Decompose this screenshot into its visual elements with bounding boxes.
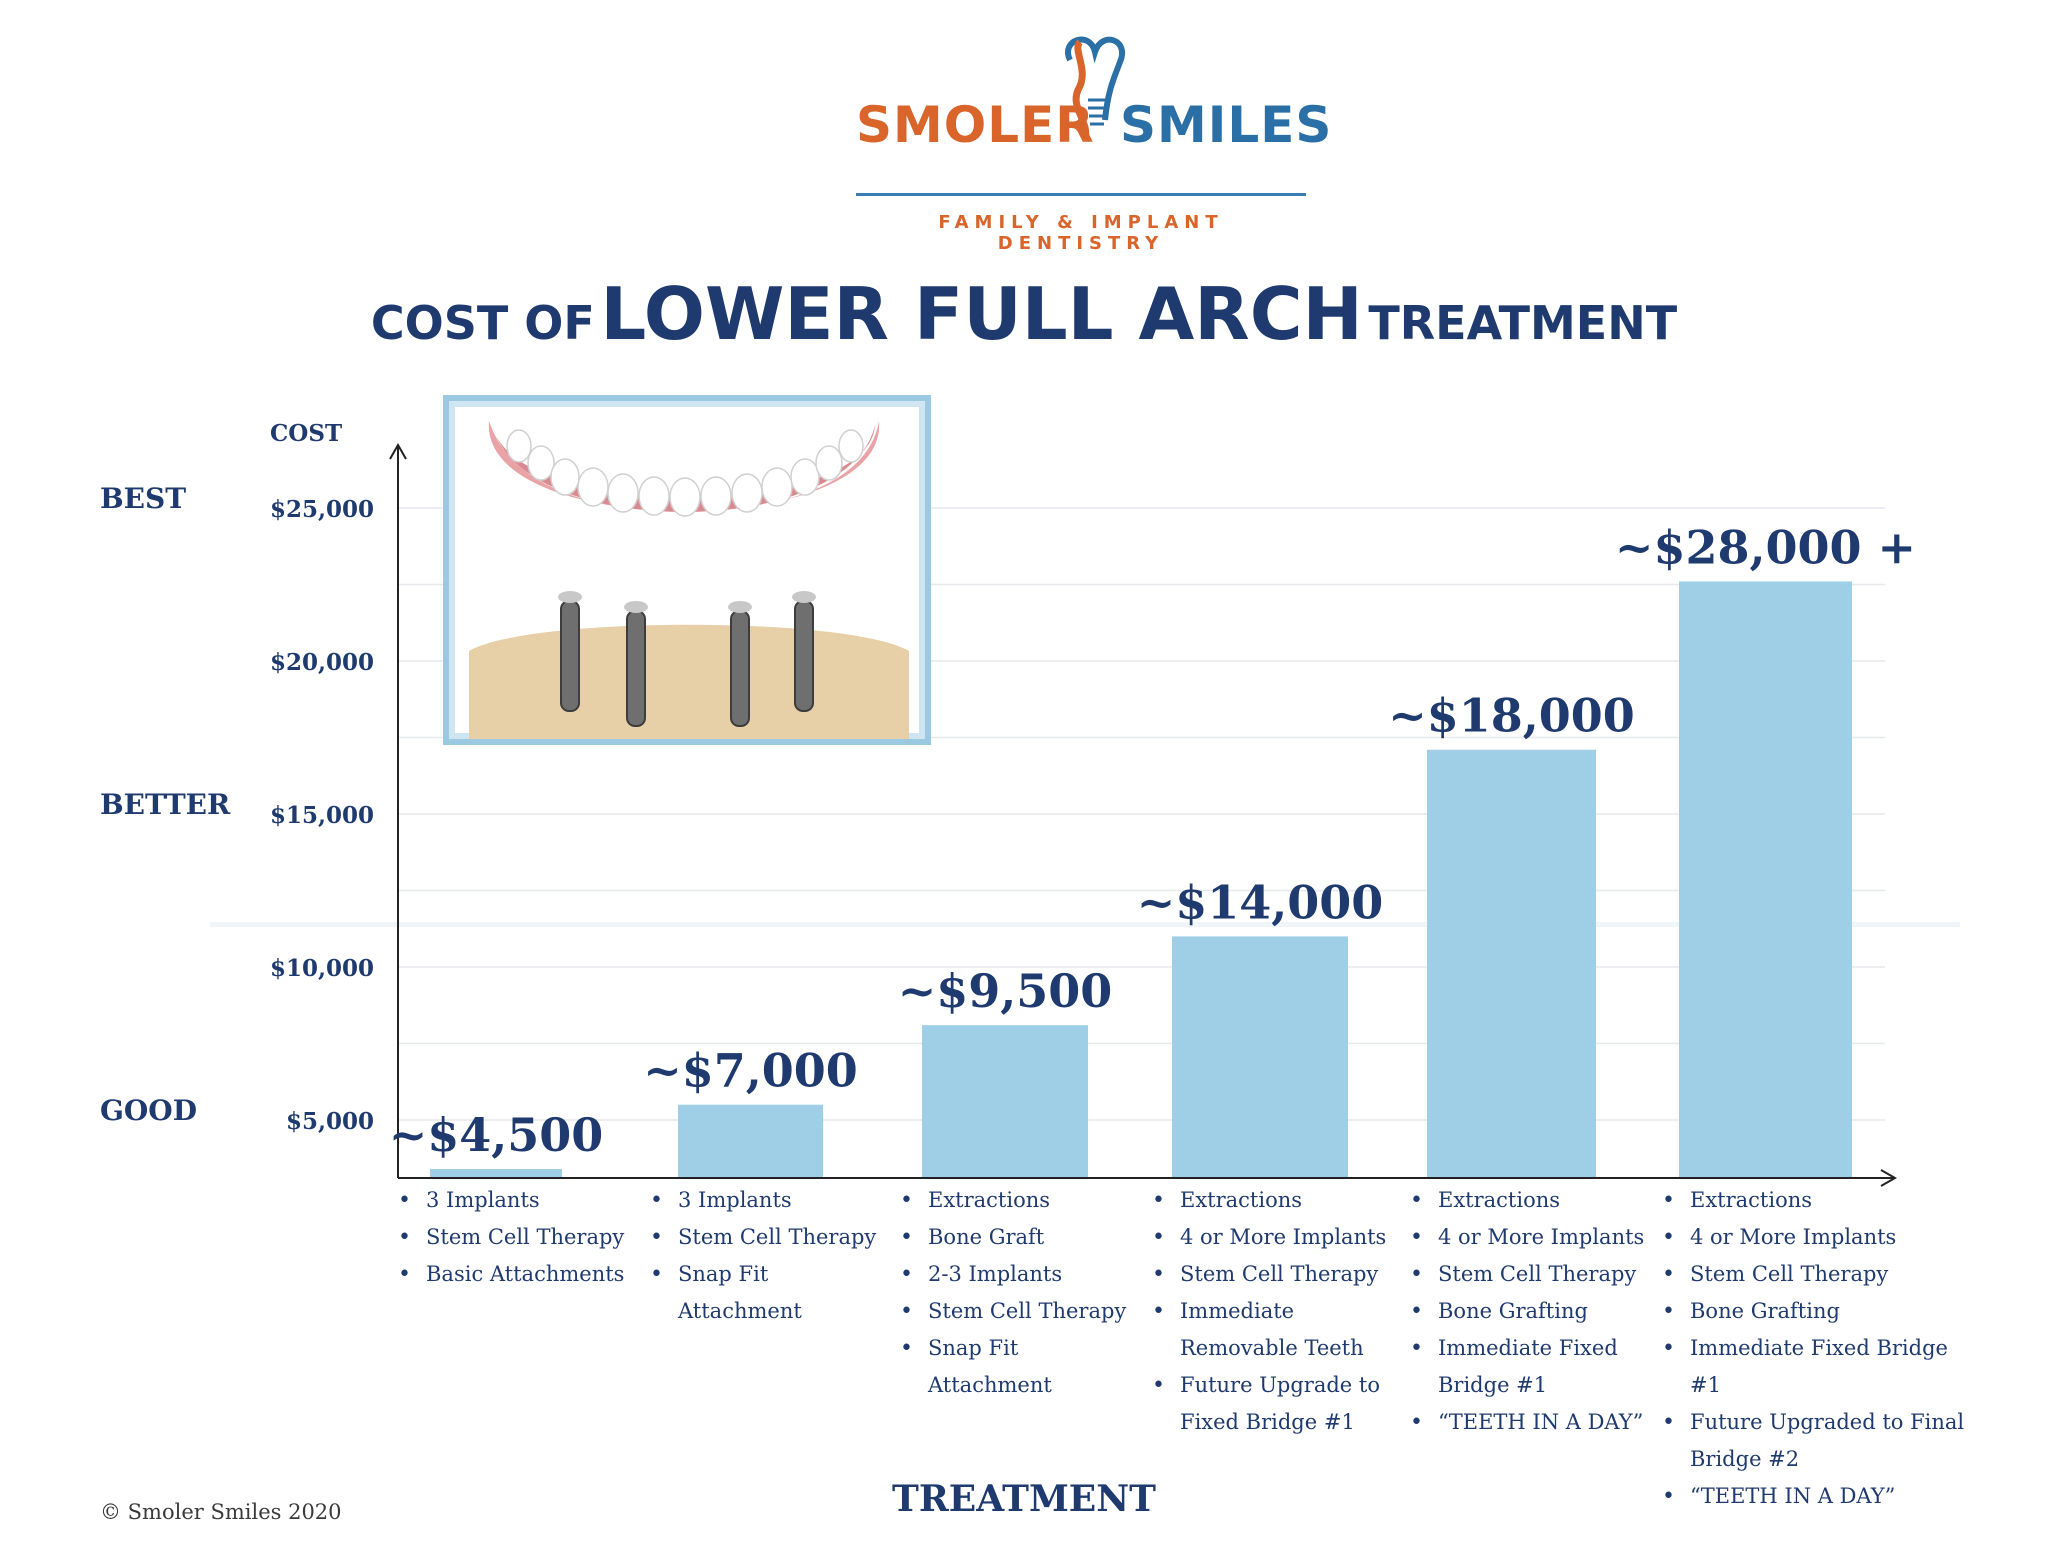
tier-better: BETTER [100, 788, 231, 821]
tier-good: GOOD [100, 1094, 197, 1127]
tooth-logo-icon [1065, 36, 1126, 141]
treatment-item: Stem Cell Therapy [398, 1219, 633, 1256]
treatment-list: 3 ImplantsStem Cell TherapySnap Fit Atta… [650, 1182, 885, 1330]
treatment-list: Extractions4 or More ImplantsStem Cell T… [1410, 1182, 1645, 1441]
data-label: ~$14,000 [1137, 875, 1384, 929]
data-label: ~$18,000 [1388, 689, 1635, 743]
treatment-item: 4 or More Implants [1662, 1219, 1982, 1256]
treatment-item: Extractions [1410, 1182, 1645, 1219]
treatment-item: Stem Cell Therapy [1662, 1256, 1982, 1293]
background-watermark [210, 922, 1960, 927]
bar [1172, 936, 1348, 1178]
y-axis-title: COST [270, 420, 343, 447]
treatment-list: Extractions4 or More ImplantsStem Cell T… [1662, 1182, 1982, 1515]
bar [1427, 749, 1596, 1178]
title-part-2: LOWER FULL ARCH [600, 272, 1363, 356]
brand-logo: SMOLER SMILES FAMILY & IMPLANT DENTISTRY [0, 30, 2048, 254]
treatment-item: Stem Cell Therapy [650, 1219, 885, 1256]
treatment-item: Stem Cell Therapy [900, 1293, 1135, 1330]
data-label: ~$28,000 + [1615, 520, 1916, 574]
treatment-item: 2-3 Implants [900, 1256, 1135, 1293]
brand-tagline: FAMILY & IMPLANT DENTISTRY [938, 212, 1224, 254]
y-tick-label: $10,000 [270, 955, 374, 982]
treatment-item: Extractions [1662, 1182, 1982, 1219]
bar [430, 1168, 562, 1178]
treatment-item: Immediate Fixed Bridge #1 [1662, 1330, 1982, 1404]
page-title: COST OF LOWER FULL ARCH TREATMENT [0, 272, 2048, 356]
y-tick-label: $15,000 [270, 802, 374, 829]
brand-divider [856, 193, 1306, 196]
treatment-item: Bone Graft [900, 1219, 1135, 1256]
y-tick-label: $25,000 [270, 496, 374, 523]
brand-name-right: SMILES [1120, 96, 1333, 154]
bar [1679, 581, 1852, 1178]
copyright-text: © Smoler Smiles 2020 [100, 1500, 342, 1524]
lower-arch-implant-denture-illustration-icon [469, 421, 909, 739]
bar [922, 1025, 1088, 1178]
brand-name-left: SMOLER [856, 96, 1095, 154]
implant-illustration [443, 395, 931, 745]
treatment-item: Basic Attachments [398, 1256, 633, 1293]
chart-labels: $5,000 $10,000 $15,000 $20,000 $25,000 ~$4,50… [270, 496, 1916, 1162]
title-part-3: TREATMENT [1368, 296, 1678, 350]
treatment-item: “TEETH IN A DAY” [1662, 1478, 1982, 1515]
x-axis-title: TREATMENT [892, 1478, 1156, 1520]
data-label: ~$7,000 [643, 1044, 858, 1098]
treatment-item: 4 or More Implants [1410, 1219, 1645, 1256]
treatment-item: Bone Grafting [1662, 1293, 1982, 1330]
treatment-list: 3 ImplantsStem Cell TherapyBasic Attachm… [398, 1182, 633, 1293]
treatment-item: Extractions [900, 1182, 1135, 1219]
treatment-item: Extractions [1152, 1182, 1387, 1219]
data-label: ~$4,500 [389, 1108, 604, 1162]
treatment-item: Future Upgraded to Final Bridge #2 [1662, 1404, 1982, 1478]
data-label: ~$9,500 [898, 964, 1113, 1018]
treatment-item: Snap Fit Attachment [900, 1330, 1135, 1404]
treatment-item: “TEETH IN A DAY” [1410, 1404, 1645, 1441]
chart-bars [430, 581, 1852, 1178]
treatment-list: ExtractionsBone Graft2-3 ImplantsStem Ce… [900, 1182, 1135, 1404]
treatment-list: Extractions4 or More ImplantsStem Cell T… [1152, 1182, 1387, 1441]
treatment-item: Stem Cell Therapy [1152, 1256, 1387, 1293]
y-tick-label: $20,000 [270, 649, 374, 676]
treatment-item: Immediate Fixed Bridge #1 [1410, 1330, 1645, 1404]
bar [678, 1104, 823, 1178]
treatment-item: Stem Cell Therapy [1410, 1256, 1645, 1293]
tier-best: BEST [100, 482, 187, 515]
treatment-item: Future Upgrade to Fixed Bridge #1 [1152, 1367, 1387, 1441]
title-part-1: COST OF [370, 296, 595, 350]
treatment-item: 3 Implants [398, 1182, 633, 1219]
treatment-item: Bone Grafting [1410, 1293, 1645, 1330]
chart-axes [389, 442, 1898, 1187]
y-tick-label: $5,000 [286, 1108, 374, 1135]
treatment-item: Snap Fit Attachment [650, 1256, 885, 1330]
treatment-item: Immediate Removable Teeth [1152, 1293, 1387, 1367]
treatment-item: 4 or More Implants [1152, 1219, 1387, 1256]
treatment-item: 3 Implants [650, 1182, 885, 1219]
y-axis-arrow [389, 442, 407, 460]
